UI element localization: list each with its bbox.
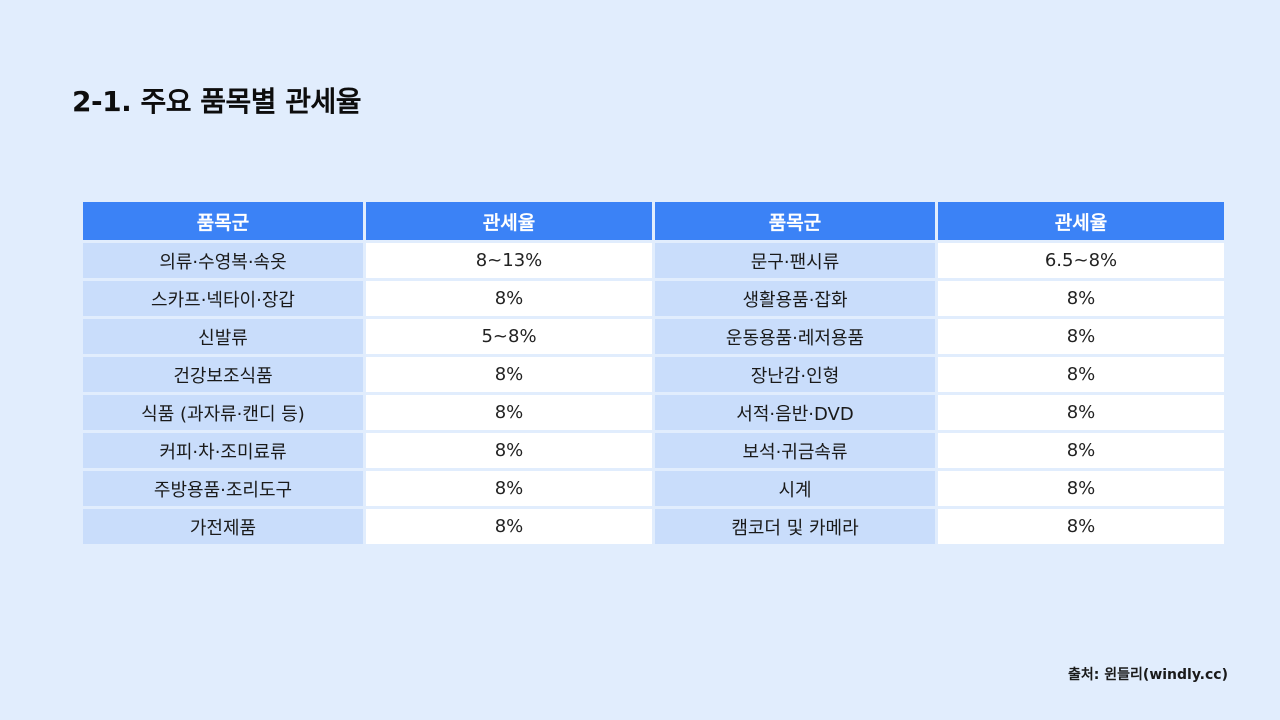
table-row: 건강보조식품 8% (83, 357, 652, 392)
table-row: 문구·팬시류 6.5~8% (655, 243, 1224, 278)
table-row: 식품 (과자류·캔디 등) 8% (83, 395, 652, 430)
table-row: 시계 8% (655, 471, 1224, 506)
category-cell: 서적·음반·DVD (655, 395, 938, 430)
table-row: 스카프·넥타이·장갑 8% (83, 281, 652, 316)
table-row: 신발류 5~8% (83, 319, 652, 354)
category-cell: 스카프·넥타이·장갑 (83, 281, 366, 316)
rate-cell: 8% (366, 281, 652, 316)
rate-cell: 8~13% (366, 243, 652, 278)
category-cell: 문구·팬시류 (655, 243, 938, 278)
category-cell: 시계 (655, 471, 938, 506)
category-cell: 신발류 (83, 319, 366, 354)
table-row: 가전제품 8% (83, 509, 652, 544)
table-row: 캠코더 및 카메라 8% (655, 509, 1224, 544)
rate-cell: 8% (938, 395, 1224, 430)
rate-cell: 5~8% (366, 319, 652, 354)
rate-cell: 8% (938, 509, 1224, 544)
tariff-tables: 품목군 관세율 의류·수영복·속옷 8~13% 스카프·넥타이·장갑 8% 신발… (83, 202, 1225, 547)
rate-cell: 8% (366, 395, 652, 430)
category-cell: 가전제품 (83, 509, 366, 544)
tariff-table-right: 품목군 관세율 문구·팬시류 6.5~8% 생활용품·잡화 8% 운동용품·레저… (655, 199, 1224, 547)
table-row: 보석·귀금속류 8% (655, 433, 1224, 468)
page-title: 2-1. 주요 품목별 관세율 (72, 85, 362, 118)
category-cell: 운동용품·레저용품 (655, 319, 938, 354)
category-cell: 건강보조식품 (83, 357, 366, 392)
rate-cell: 8% (366, 509, 652, 544)
source-note: 출처: 윈들리(windly.cc) (1068, 667, 1228, 683)
rate-cell: 8% (366, 433, 652, 468)
category-cell: 식품 (과자류·캔디 등) (83, 395, 366, 430)
header-category: 품목군 (655, 202, 938, 240)
table-row: 장난감·인형 8% (655, 357, 1224, 392)
table-row: 의류·수영복·속옷 8~13% (83, 243, 652, 278)
rate-cell: 8% (366, 471, 652, 506)
table-row: 서적·음반·DVD 8% (655, 395, 1224, 430)
table-row: 생활용품·잡화 8% (655, 281, 1224, 316)
header-rate: 관세율 (938, 202, 1224, 240)
header-category: 품목군 (83, 202, 366, 240)
rate-cell: 8% (938, 281, 1224, 316)
category-cell: 보석·귀금속류 (655, 433, 938, 468)
rate-cell: 8% (938, 433, 1224, 468)
table-row: 주방용품·조리도구 8% (83, 471, 652, 506)
table-header-row: 품목군 관세율 (83, 202, 652, 240)
rate-cell: 8% (366, 357, 652, 392)
table-row: 커피·차·조미료류 8% (83, 433, 652, 468)
table-row: 운동용품·레저용품 8% (655, 319, 1224, 354)
rate-cell: 8% (938, 357, 1224, 392)
tariff-table-left: 품목군 관세율 의류·수영복·속옷 8~13% 스카프·넥타이·장갑 8% 신발… (83, 199, 652, 547)
category-cell: 의류·수영복·속옷 (83, 243, 366, 278)
category-cell: 커피·차·조미료류 (83, 433, 366, 468)
rate-cell: 6.5~8% (938, 243, 1224, 278)
rate-cell: 8% (938, 471, 1224, 506)
category-cell: 캠코더 및 카메라 (655, 509, 938, 544)
header-rate: 관세율 (366, 202, 652, 240)
table-header-row: 품목군 관세율 (655, 202, 1224, 240)
category-cell: 주방용품·조리도구 (83, 471, 366, 506)
category-cell: 장난감·인형 (655, 357, 938, 392)
category-cell: 생활용품·잡화 (655, 281, 938, 316)
rate-cell: 8% (938, 319, 1224, 354)
